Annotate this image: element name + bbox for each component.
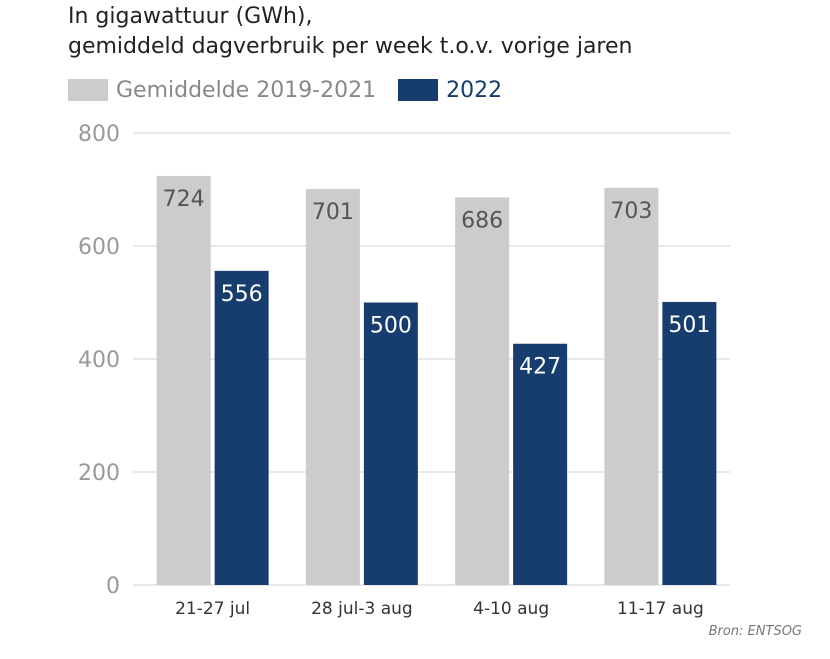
bar-2022-2	[513, 343, 568, 585]
legend-swatch-2022	[398, 79, 439, 101]
bar-2022-1	[363, 302, 418, 585]
chart-title: In gigawattuur (GWh), gemiddeld dagverbr…	[68, 2, 632, 62]
x-tick-label-3: 11-17 aug	[617, 599, 704, 619]
y-tick-label-600: 600	[78, 235, 120, 260]
data-label-average-1: 701	[312, 200, 354, 225]
chart-title-line-1: In gigawattuur (GWh),	[68, 4, 313, 29]
bar-2022-3	[662, 301, 717, 585]
data-label-average-2: 686	[461, 208, 503, 233]
bar-2022-0	[214, 270, 269, 585]
legend-item-2022: 2022	[398, 78, 502, 103]
y-tick-label-200: 200	[78, 461, 120, 486]
bar-average-3	[604, 187, 659, 585]
data-label-2022-2: 427	[519, 355, 561, 380]
legend-label-average: Gemiddelde 2019-2021	[116, 77, 377, 103]
chart-title-line-2: gemiddeld dagverbruik per week t.o.v. vo…	[68, 34, 633, 59]
bar-average-1	[305, 188, 360, 585]
y-tick-label-800: 800	[78, 122, 120, 147]
data-label-2022-0: 556	[221, 282, 263, 307]
legend-item-average: Gemiddelde 2019-2021	[68, 78, 376, 103]
legend: Gemiddelde 2019-2021 2022	[68, 76, 524, 104]
bar-average-0	[156, 175, 211, 585]
legend-label-2022: 2022	[446, 77, 503, 103]
x-tick-label-1: 28 jul-3 aug	[311, 599, 413, 619]
source-note: Bron: ENTSOG	[708, 624, 802, 639]
y-tick-label-0: 0	[106, 574, 120, 599]
legend-swatch-average	[68, 79, 108, 101]
x-tick-label-0: 21-27 jul	[175, 599, 250, 619]
data-label-average-0: 724	[163, 187, 205, 212]
data-label-2022-1: 500	[370, 314, 412, 339]
bar-average-2	[455, 197, 510, 585]
data-label-average-3: 703	[610, 199, 652, 224]
data-label-2022-3: 501	[668, 313, 710, 338]
y-tick-label-400: 400	[78, 348, 120, 373]
x-tick-label-2: 4-10 aug	[473, 599, 549, 619]
